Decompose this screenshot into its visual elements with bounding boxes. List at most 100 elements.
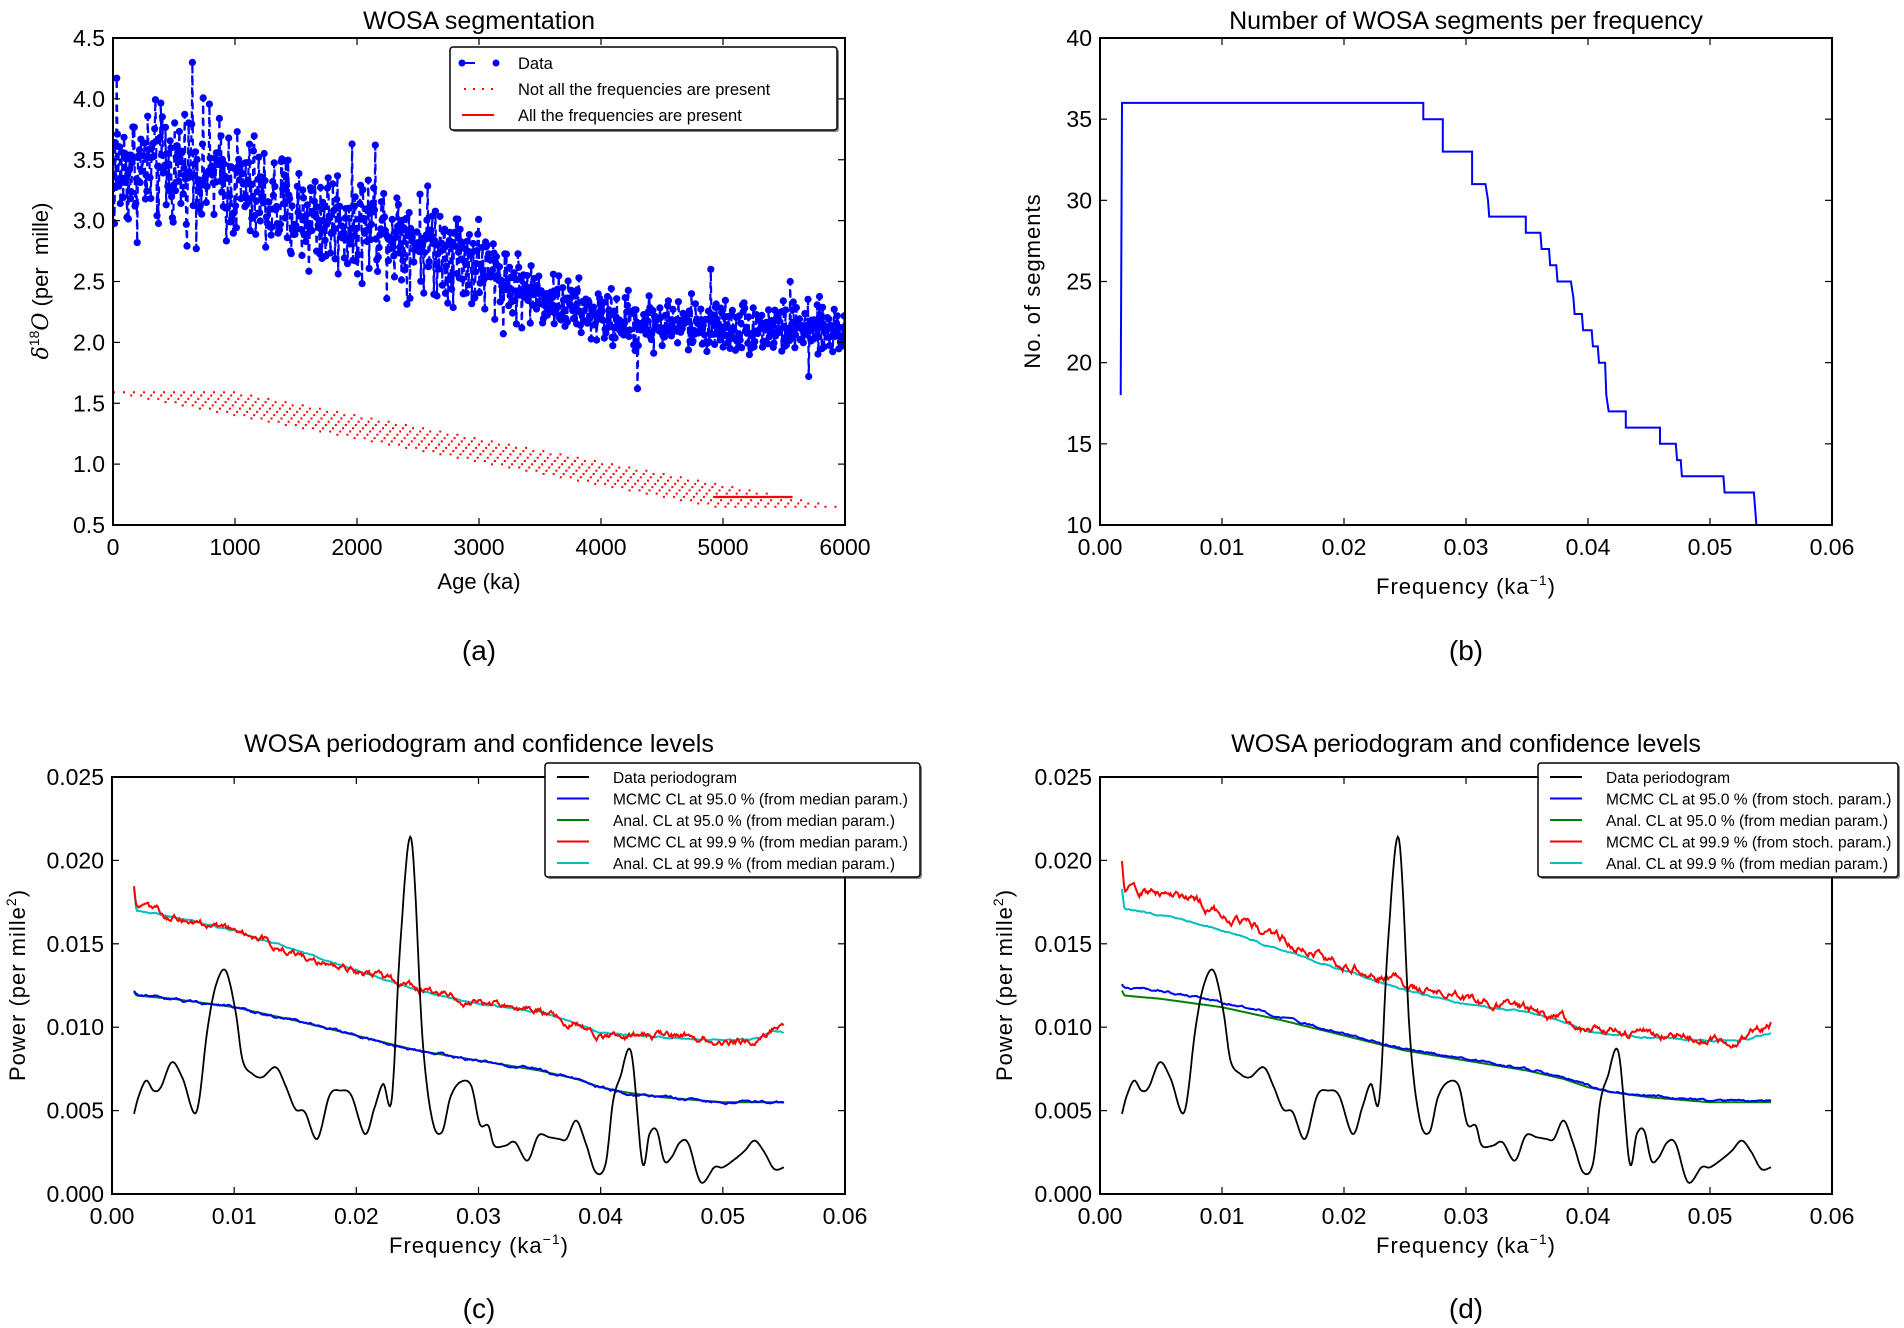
data-point bbox=[352, 257, 360, 265]
data-point bbox=[575, 274, 583, 282]
data-point bbox=[300, 231, 308, 239]
data-point bbox=[299, 194, 308, 202]
x-axis-label-end: ) bbox=[1548, 574, 1556, 599]
data-point bbox=[158, 151, 166, 159]
legend-box bbox=[449, 46, 838, 131]
data-point bbox=[171, 187, 180, 195]
data-point bbox=[168, 193, 176, 201]
data-point bbox=[116, 143, 124, 151]
data-point bbox=[632, 306, 640, 314]
x-tick-label: 0.00 bbox=[1078, 534, 1123, 560]
data-point bbox=[375, 243, 383, 252]
data-point bbox=[330, 225, 338, 233]
data-point bbox=[550, 320, 558, 328]
data-point bbox=[791, 344, 799, 352]
y-axis-label: δ18O (per mille) bbox=[26, 203, 54, 360]
y-tick-label: 4.5 bbox=[73, 25, 105, 51]
x-tick-label: 0.02 bbox=[1322, 1203, 1367, 1229]
data-point bbox=[276, 220, 284, 228]
x-tick-label: 0.06 bbox=[1810, 1203, 1855, 1229]
data-point bbox=[140, 152, 148, 160]
data-point bbox=[741, 304, 749, 312]
data-point bbox=[287, 250, 295, 258]
data-point bbox=[536, 300, 544, 308]
data-point bbox=[298, 251, 306, 260]
data-point bbox=[179, 190, 187, 198]
legend-item: Data bbox=[458, 55, 554, 73]
data-point bbox=[135, 152, 143, 160]
data-point bbox=[335, 215, 343, 223]
data-point bbox=[402, 214, 410, 223]
panel-c-periodogram-median: WOSA periodogram and confidence levels 0… bbox=[3, 730, 922, 1324]
data-point bbox=[356, 199, 364, 208]
data-point bbox=[270, 159, 278, 167]
data-point bbox=[554, 303, 562, 311]
data-point bbox=[624, 286, 632, 294]
x-axis-label: Frequency (ka−1) bbox=[1376, 572, 1556, 599]
data-point bbox=[838, 342, 845, 350]
data-point bbox=[475, 215, 483, 223]
data-point bbox=[323, 184, 331, 192]
panel-b-segments-per-frequency: Number of WOSA segments per frequency 0.… bbox=[1020, 7, 1854, 666]
legend-label: Anal. CL at 95.0 % (from median param.) bbox=[613, 813, 895, 830]
x-tick-label: 0 bbox=[107, 534, 120, 560]
data-point bbox=[495, 263, 503, 271]
data-point bbox=[113, 171, 118, 179]
data-point bbox=[623, 301, 632, 310]
data-point bbox=[713, 315, 721, 323]
data-point bbox=[218, 188, 226, 196]
data-point bbox=[132, 199, 140, 207]
y-tick-label: 0.000 bbox=[1034, 1181, 1092, 1207]
data-point bbox=[421, 248, 429, 257]
data-point bbox=[510, 269, 518, 277]
data-point bbox=[198, 140, 207, 148]
data-point bbox=[291, 230, 299, 238]
data-point bbox=[283, 234, 291, 242]
data-point bbox=[376, 231, 384, 239]
data-point bbox=[508, 309, 517, 317]
data-point bbox=[232, 202, 240, 210]
data-point bbox=[262, 213, 271, 221]
data-point bbox=[820, 343, 828, 351]
legend-box bbox=[544, 762, 921, 878]
legend-item: MCMC CL at 99.9 % (from stoch. param.) bbox=[1550, 835, 1891, 852]
data-point bbox=[448, 285, 456, 293]
data-point bbox=[394, 200, 402, 209]
data-point bbox=[779, 297, 787, 305]
data-point bbox=[176, 155, 184, 163]
data-point bbox=[462, 289, 470, 297]
data-point bbox=[826, 341, 834, 350]
data-point bbox=[138, 167, 146, 175]
data-point bbox=[726, 344, 734, 352]
data-point bbox=[697, 305, 705, 313]
data-point bbox=[515, 263, 523, 271]
data-point bbox=[711, 340, 719, 348]
y-axis-label: Power (per mille2) bbox=[3, 889, 30, 1081]
x-axis-label-main: Frequency (ka bbox=[1376, 1233, 1530, 1258]
data-point bbox=[423, 216, 431, 224]
y-tick-label: 0.005 bbox=[46, 1098, 104, 1124]
data-point bbox=[788, 320, 796, 328]
data-point bbox=[214, 161, 222, 169]
legend-item: Not all the frequencies are present bbox=[464, 81, 771, 99]
data-point bbox=[620, 319, 629, 327]
data-point bbox=[141, 139, 149, 147]
y-tick-label: 0.005 bbox=[1034, 1098, 1092, 1124]
data-point bbox=[399, 257, 407, 265]
data-point bbox=[157, 99, 165, 107]
y-tick-label: 1.0 bbox=[73, 451, 105, 477]
data-point bbox=[144, 112, 152, 120]
data-point bbox=[441, 225, 449, 233]
data-point bbox=[533, 281, 541, 290]
data-point bbox=[308, 226, 316, 235]
data-point bbox=[598, 307, 606, 315]
data-point bbox=[388, 215, 396, 223]
data-point bbox=[782, 306, 790, 314]
data-point bbox=[570, 314, 578, 322]
data-point bbox=[208, 171, 217, 179]
data-point bbox=[512, 320, 521, 328]
data-point bbox=[716, 336, 724, 344]
x-tick-label: 0.04 bbox=[1566, 1203, 1611, 1229]
data-point bbox=[643, 317, 652, 325]
